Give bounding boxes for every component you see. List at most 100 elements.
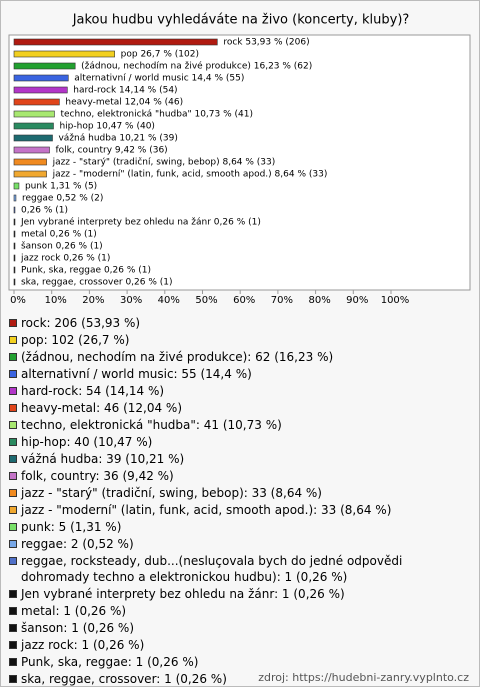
legend-swatch <box>9 421 17 429</box>
bar-label: vážná hudba 10,21 % (39) <box>58 134 177 144</box>
x-tick-label: 60% <box>233 295 255 306</box>
legend-entry: punk: 5 (1,31 %) <box>9 519 471 535</box>
legend-entry: techno, elektronická "hudba": 41 (10,73 … <box>9 417 471 433</box>
legend-entry: hard-rock: 54 (14,14 %) <box>9 383 471 399</box>
x-tick-label: 30% <box>120 295 142 306</box>
legend-label: rock: 206 (53,93 %) <box>21 316 141 330</box>
bar-label: šanson 0,26 % (1) <box>21 241 103 252</box>
legend-entry: hip-hop: 40 (10,47 %) <box>9 434 471 450</box>
legend-label: šanson: 1 (0,26 %) <box>21 621 135 635</box>
legend-swatch <box>9 675 17 683</box>
legend-entry: folk, country: 36 (9,42 %) <box>9 468 471 484</box>
bar <box>13 50 115 58</box>
legend-entry: alternativní / world music: 55 (14,4 %) <box>9 366 471 382</box>
bar-label: 0,26 % (1) <box>21 206 68 216</box>
bar <box>13 230 16 238</box>
bar-label: Punk, ska, reggae 0,26 % (1) <box>21 266 151 276</box>
bar <box>13 182 20 190</box>
bar <box>13 194 17 202</box>
bar-label: rock 53,93 % (206) <box>223 38 309 48</box>
x-tick-label: 50% <box>195 295 217 306</box>
legend-entry: vážná hudba: 39 (10,21 %) <box>9 451 471 467</box>
bar <box>13 74 69 82</box>
chart-title: Jakou hudbu vyhledáváte na živo (koncert… <box>72 13 410 28</box>
legend-entry: heavy-metal: 46 (12,04 %) <box>9 400 471 416</box>
legend-swatch <box>9 624 17 632</box>
bar <box>13 266 16 274</box>
legend-label: jazz - "moderní" (latin, funk, acid, smo… <box>21 503 392 517</box>
legend-label: alternativní / world music: 55 (14,4 %) <box>21 367 252 381</box>
legend-swatch <box>9 523 17 531</box>
bar <box>13 134 53 142</box>
legend-entry: jazz - "moderní" (latin, funk, acid, smo… <box>9 502 471 518</box>
x-tick-label: 10% <box>45 295 67 306</box>
legend-swatch <box>9 353 17 361</box>
chart: Jakou hudbu vyhledáváte na živo (koncert… <box>8 13 471 306</box>
x-tick-label: 90% <box>346 295 368 306</box>
bar-label: techno, elektronická "hudba" 10,73 % (41… <box>60 110 253 120</box>
legend-entry: Punk, ska, reggae: 1 (0,26 %) <box>9 654 471 670</box>
bar-label: hard-rock 14,14 % (54) <box>73 86 177 96</box>
bar-label: metal 0,26 % (1) <box>21 230 97 240</box>
source: zdroj: https://hudebni-zanry.vyplnto.cz <box>258 671 469 684</box>
legend: rock: 206 (53,93 %) pop: 102 (26,7 %) (žád… <box>9 315 471 688</box>
bar <box>13 110 55 118</box>
legend-swatch <box>9 455 17 463</box>
legend-swatch <box>9 404 17 412</box>
bar-label: Jen vybrané interprety bez ohledu na žán… <box>20 217 261 228</box>
legend-entry: Jen vybrané interprety bez ohledu na žán… <box>9 586 471 602</box>
legend-swatch <box>9 506 17 514</box>
bar <box>13 278 16 286</box>
legend-label: pop: 102 (26,7 %) <box>21 333 130 347</box>
x-tick-label: 0% <box>10 295 26 306</box>
legend-label: heavy-metal: 46 (12,04 %) <box>21 401 183 415</box>
legend-swatch <box>9 540 17 548</box>
bar-label: folk, country 9,42 % (36) <box>56 146 168 156</box>
bar-label: reggae 0,52 % (2) <box>22 194 103 204</box>
legend-swatch <box>9 607 17 615</box>
legend-swatch <box>9 557 17 565</box>
legend-entry: (žádnou, nechodím na živé produkce): 62 … <box>9 349 471 365</box>
legend-label: folk, country: 36 (9,42 %) <box>21 469 174 483</box>
legend-label: (žádnou, nechodím na živé produkce): 62 … <box>21 350 334 364</box>
bar-label: jazz - "moderní" (latin, funk, acid, smo… <box>52 170 328 180</box>
legend-entry: šanson: 1 (0,26 %) <box>9 620 471 636</box>
legend-label: jazz rock: 1 (0,26 %) <box>21 638 145 652</box>
bar <box>13 86 68 94</box>
legend-swatch <box>9 658 17 666</box>
bar-label: heavy-metal 12,04 % (46) <box>65 98 183 108</box>
legend-label: Jen vybrané interprety bez ohledu na žán… <box>21 587 345 601</box>
bar-label: punk 1,31 % (5) <box>25 182 97 192</box>
bar <box>13 218 16 226</box>
legend-label: metal: 1 (0,26 %) <box>21 604 127 618</box>
legend-entry: reggae, rocksteady, dub...(nesluçovala b… <box>9 553 471 585</box>
legend-label: jazz - "starý" (tradiční, swing, bebop):… <box>21 486 322 500</box>
legend-label: Punk, ska, reggae: 1 (0,26 %) <box>21 655 199 669</box>
bar <box>13 242 16 250</box>
legend-label: ska, reggae, crossover: 1 (0,26 %) <box>21 672 227 686</box>
legend-swatch <box>9 438 17 446</box>
legend-swatch <box>9 641 17 649</box>
x-tick-label: 100% <box>381 295 410 306</box>
legend-swatch <box>9 489 17 497</box>
plot-frame <box>8 34 471 291</box>
legend-swatch <box>9 472 17 480</box>
bar-label: hip-hop 10,47 % (40) <box>59 122 154 132</box>
legend-label: punk: 5 (1,31 %) <box>21 520 122 534</box>
legend-entry: ska, reggae, crossover: 1 (0,26 %) <box>9 671 471 687</box>
legend-swatch <box>9 370 17 378</box>
bar-label: jazz rock 0,26 % (1) <box>20 254 110 264</box>
bar-label: jazz - "starý" (tradiční, swing, bebop) … <box>52 157 276 168</box>
legend-entry: reggae: 2 (0,52 %) <box>9 536 471 552</box>
legend-label: reggae: 2 (0,52 %) <box>21 537 134 551</box>
bar <box>13 62 76 70</box>
legend-swatch <box>9 319 17 327</box>
legend-swatch <box>9 336 17 344</box>
bar <box>13 98 60 106</box>
bar-label: alternativní / world music 14,4 % (55) <box>74 74 244 84</box>
legend-label: hip-hop: 40 (10,47 %) <box>21 435 153 449</box>
bar-label: pop 26,7 % (102) <box>121 50 199 60</box>
legend-entry: metal: 1 (0,26 %) <box>9 603 471 619</box>
legend-label: vážná hudba: 39 (10,21 %) <box>21 452 185 466</box>
legend-label: techno, elektronická "hudba": 41 (10,73 … <box>21 418 282 432</box>
